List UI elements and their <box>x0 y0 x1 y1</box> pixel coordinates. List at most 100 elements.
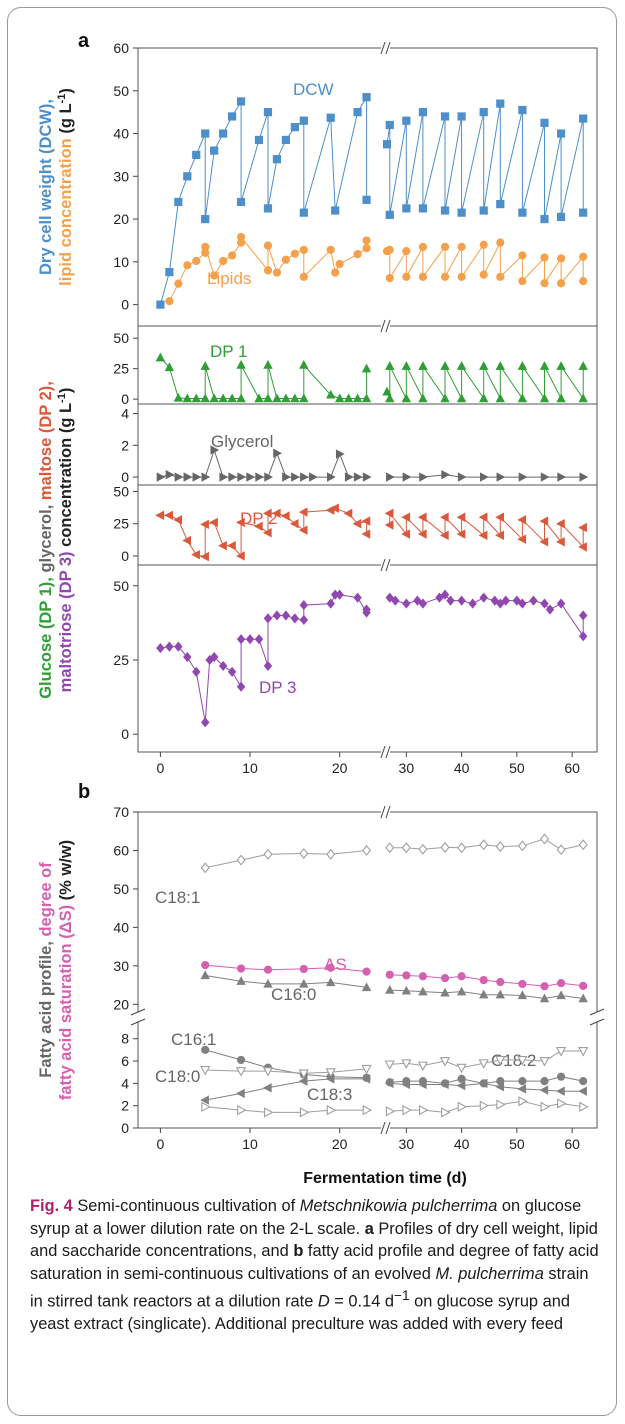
panel-a-5-line-0 <box>160 594 368 723</box>
panel-a-xtick-label: 0 <box>157 760 165 776</box>
data-point <box>299 600 309 611</box>
data-point <box>418 1105 429 1116</box>
data-point <box>352 519 362 529</box>
panel-b-ytick-label: 30 <box>113 958 129 974</box>
data-point <box>255 472 265 482</box>
data-point <box>418 972 428 981</box>
data-point <box>556 979 566 988</box>
series-annotation: DP 1 <box>210 342 248 361</box>
y-axis-label-a-top-part: lipid concentration <box>57 138 75 286</box>
data-point <box>298 525 308 535</box>
data-point <box>495 1055 506 1066</box>
data-point <box>236 681 246 692</box>
data-point <box>479 989 489 999</box>
data-point <box>540 982 549 991</box>
y-axis-label-a-top-sup: -1 <box>56 94 68 104</box>
data-point <box>299 848 309 860</box>
panel-a-1-series-lipids <box>165 232 588 306</box>
data-point <box>402 204 411 213</box>
data-point <box>540 214 549 224</box>
data-point <box>413 595 422 606</box>
data-point <box>299 1107 310 1118</box>
data-point <box>385 120 394 130</box>
data-point <box>384 520 394 530</box>
panel-a-xtick-label: 10 <box>242 760 258 776</box>
data-point <box>391 595 400 606</box>
data-point <box>556 598 566 609</box>
data-point <box>361 529 371 539</box>
panel-b-ytick-label: 8 <box>121 1031 129 1047</box>
data-point <box>539 833 550 845</box>
data-point <box>479 206 488 215</box>
series-annotation: C16:0 <box>271 985 316 1004</box>
y-axis-label-a-top-line: Dry cell weight (DCW), <box>37 99 55 275</box>
data-point <box>228 112 237 121</box>
data-point <box>456 1063 467 1074</box>
data-point <box>362 195 371 204</box>
panel-a-label: a <box>78 30 90 52</box>
data-point <box>385 393 395 403</box>
data-point <box>191 549 200 560</box>
y-axis-label-b-part: fatty acid saturation (ΔS) <box>57 905 75 1100</box>
data-point <box>325 1074 335 1084</box>
data-point <box>382 386 392 396</box>
data-point <box>200 862 210 874</box>
data-point <box>344 472 354 482</box>
data-point <box>245 634 255 645</box>
caption-fig-label: Fig. 4 <box>30 1197 73 1215</box>
data-point <box>529 595 538 606</box>
y-axis-break <box>589 1008 605 1016</box>
data-point <box>418 393 428 403</box>
data-point <box>496 238 505 247</box>
data-point <box>457 472 467 482</box>
x-axis-break <box>385 319 391 333</box>
data-point <box>479 975 488 985</box>
data-point <box>182 535 191 546</box>
y-axis-label-a-top-part: (g L <box>57 103 75 138</box>
panel-a-5-ytick-label: 0 <box>121 726 129 742</box>
data-point <box>556 537 565 547</box>
caption-b-text: fatty acid profile and degree of fatty a… <box>30 1242 599 1283</box>
panel-a-xtick-label: 40 <box>454 760 470 776</box>
data-point <box>325 1068 336 1078</box>
data-point <box>236 517 245 528</box>
data-point <box>200 1066 211 1076</box>
x-break-gap <box>381 807 390 817</box>
data-point <box>236 197 246 207</box>
data-point <box>479 592 488 603</box>
panel-a-3-line-0 <box>160 448 367 478</box>
data-point <box>440 987 450 997</box>
data-point <box>578 1047 589 1057</box>
data-point <box>164 362 175 372</box>
y-axis-label-a-bottom-part: glycerol, <box>37 505 55 577</box>
data-point <box>457 242 466 251</box>
y-axis-label-a-bottom-part: Glucose (DP 1), <box>37 577 55 699</box>
data-point <box>362 472 372 482</box>
panel-b-line-0 <box>205 1049 367 1079</box>
panel-a-1-ytick-label: 0 <box>121 297 129 313</box>
data-point <box>401 361 412 370</box>
data-point <box>385 592 394 603</box>
panel-a-5-ytick-label: 50 <box>113 578 129 594</box>
data-point <box>385 985 395 994</box>
data-point <box>263 848 273 860</box>
data-point <box>156 472 166 482</box>
data-point <box>236 97 246 106</box>
data-point <box>579 472 589 482</box>
series-annotation: DCW <box>293 80 334 99</box>
series-annotation: C18:2 <box>491 1051 536 1070</box>
y-axis-label-a-bottom-close: ) <box>57 388 75 394</box>
caption-tail-post: on glucose syrup and yeast extract (sing… <box>30 1292 570 1334</box>
data-point <box>539 1057 550 1067</box>
data-point <box>331 206 340 215</box>
data-point <box>326 245 335 254</box>
panel-a-3-ytick-label: 0 <box>121 469 129 485</box>
data-point <box>401 985 412 995</box>
data-point <box>479 361 489 370</box>
data-point <box>578 542 587 552</box>
data-point <box>418 242 428 251</box>
data-point <box>518 979 527 989</box>
data-point <box>418 986 428 996</box>
panel-a-1-ytick-label: 10 <box>113 254 129 270</box>
data-point <box>201 1045 210 1054</box>
